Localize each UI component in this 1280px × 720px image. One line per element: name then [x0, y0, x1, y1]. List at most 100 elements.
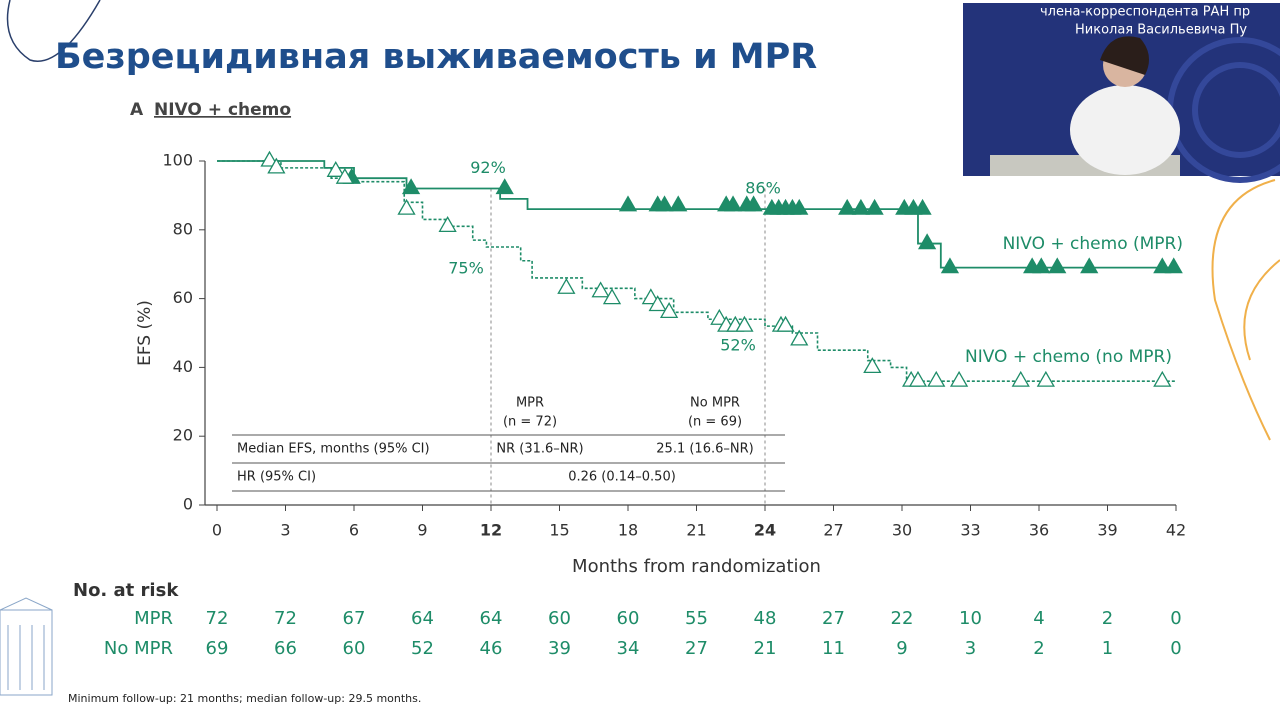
risk-count: 60 — [548, 608, 571, 629]
risk-count: 0 — [1170, 638, 1181, 659]
panel-label: A — [130, 100, 144, 120]
risk-count: 27 — [685, 638, 708, 659]
risk-count: 9 — [896, 638, 907, 659]
video-decoration — [1192, 62, 1280, 158]
risk-count: 72 — [274, 608, 297, 629]
y-tick-label: 20 — [173, 426, 193, 445]
censor-marker — [438, 216, 457, 233]
table-header: (n = 69) — [688, 415, 742, 430]
censor-marker — [838, 198, 857, 215]
risk-count: 10 — [959, 608, 982, 629]
censor-marker — [908, 370, 928, 387]
risk-count: 2 — [1102, 608, 1113, 629]
risk-row-label: No MPR — [104, 638, 173, 659]
censor-marker — [790, 329, 809, 346]
risk-table-title: No. at risk — [73, 580, 179, 601]
risk-count: 22 — [891, 608, 914, 629]
table-header: (n = 72) — [503, 415, 557, 430]
x-tick-label: 21 — [686, 521, 706, 540]
decoration — [1211, 179, 1276, 441]
censor-marker — [557, 277, 576, 294]
km-curve — [217, 160, 1176, 382]
censor-marker — [1164, 257, 1183, 274]
building-outline — [0, 609, 53, 696]
risk-count: 39 — [548, 638, 571, 659]
x-tick-label: 30 — [892, 521, 912, 540]
censor-marker — [1032, 257, 1051, 274]
censor-marker — [913, 198, 932, 215]
slide-title: Безрецидивная выживаемость и MPR — [55, 37, 817, 77]
y-axis-label: EFS (%) — [135, 300, 155, 366]
censor-marker — [591, 281, 610, 298]
video-caption: члена-корреспондента РАН пр — [1040, 5, 1250, 20]
table-cell: Median EFS, months (95% CI) — [237, 442, 430, 457]
risk-count: 34 — [617, 638, 640, 659]
risk-count: 72 — [206, 608, 229, 629]
y-tick-label: 60 — [173, 288, 193, 307]
annotation: 92% — [470, 158, 506, 177]
video-person — [1070, 85, 1180, 175]
censor-marker — [326, 161, 345, 177]
censor-marker — [927, 370, 946, 387]
x-tick-label: 24 — [754, 521, 776, 540]
risk-count: 60 — [617, 608, 640, 629]
censor-marker — [940, 257, 960, 274]
video-person-hair — [1100, 36, 1149, 75]
x-tick-label: 18 — [618, 521, 638, 540]
censor-marker — [641, 288, 660, 305]
censor-marker — [397, 198, 416, 215]
censor-marker — [1048, 257, 1067, 274]
risk-count: 11 — [822, 638, 845, 659]
risk-count: 1 — [1102, 638, 1113, 659]
censor-marker — [863, 357, 882, 374]
censor-marker — [776, 315, 795, 332]
x-tick-label: 42 — [1166, 521, 1186, 540]
risk-count: 60 — [343, 638, 366, 659]
annotation: 86% — [745, 179, 781, 198]
x-tick-label: 27 — [823, 521, 843, 540]
table-header: No MPR — [690, 396, 740, 411]
censor-marker — [790, 198, 809, 215]
censor-marker — [949, 370, 969, 387]
censor-marker — [735, 315, 754, 332]
x-tick-label: 6 — [349, 521, 359, 540]
panel-title: NIVO + chemo — [154, 100, 291, 120]
y-tick-label: 0 — [183, 495, 193, 514]
building-logo — [0, 597, 53, 696]
censor-marker — [851, 198, 871, 215]
annotation: 52% — [720, 336, 756, 355]
footnote: Minimum follow-up: 21 months; median fol… — [68, 692, 421, 705]
risk-count: 64 — [411, 608, 434, 629]
risk-count: 66 — [274, 638, 297, 659]
censor-marker — [669, 195, 688, 212]
building-columns — [0, 597, 53, 690]
x-tick-label: 15 — [549, 521, 569, 540]
table-cell: 0.26 (0.14–0.50) — [568, 470, 676, 485]
y-tick-label: 40 — [173, 357, 193, 376]
censor-marker — [723, 195, 743, 212]
risk-count: 48 — [754, 608, 777, 629]
decoration — [1243, 259, 1280, 361]
x-tick-label: 39 — [1097, 521, 1117, 540]
censor-marker — [495, 178, 514, 195]
censor-marker — [1011, 370, 1030, 387]
table-cell: 25.1 (16.6–NR) — [656, 442, 753, 457]
risk-count: 3 — [965, 638, 976, 659]
table-cell: NR (31.6–NR) — [496, 442, 583, 457]
series-label: NIVO + chemo (no MPR) — [965, 347, 1172, 367]
video-inset: члена-корреспондента РАН пр Николая Васи… — [963, 3, 1280, 183]
censor-marker — [865, 198, 884, 215]
table-cell: HR (95% CI) — [237, 470, 316, 485]
censor-marker — [1036, 370, 1055, 387]
x-tick-label: 3 — [280, 521, 290, 540]
censor-marker — [260, 150, 279, 167]
x-tick-label: 0 — [212, 521, 222, 540]
table-header: MPR — [516, 396, 544, 411]
x-tick-label: 12 — [480, 521, 502, 540]
risk-count: 27 — [822, 608, 845, 629]
x-axis-label: Months from randomization — [572, 556, 821, 577]
censor-marker — [618, 195, 638, 212]
x-tick-label: 9 — [417, 521, 427, 540]
censor-marker — [602, 288, 622, 305]
